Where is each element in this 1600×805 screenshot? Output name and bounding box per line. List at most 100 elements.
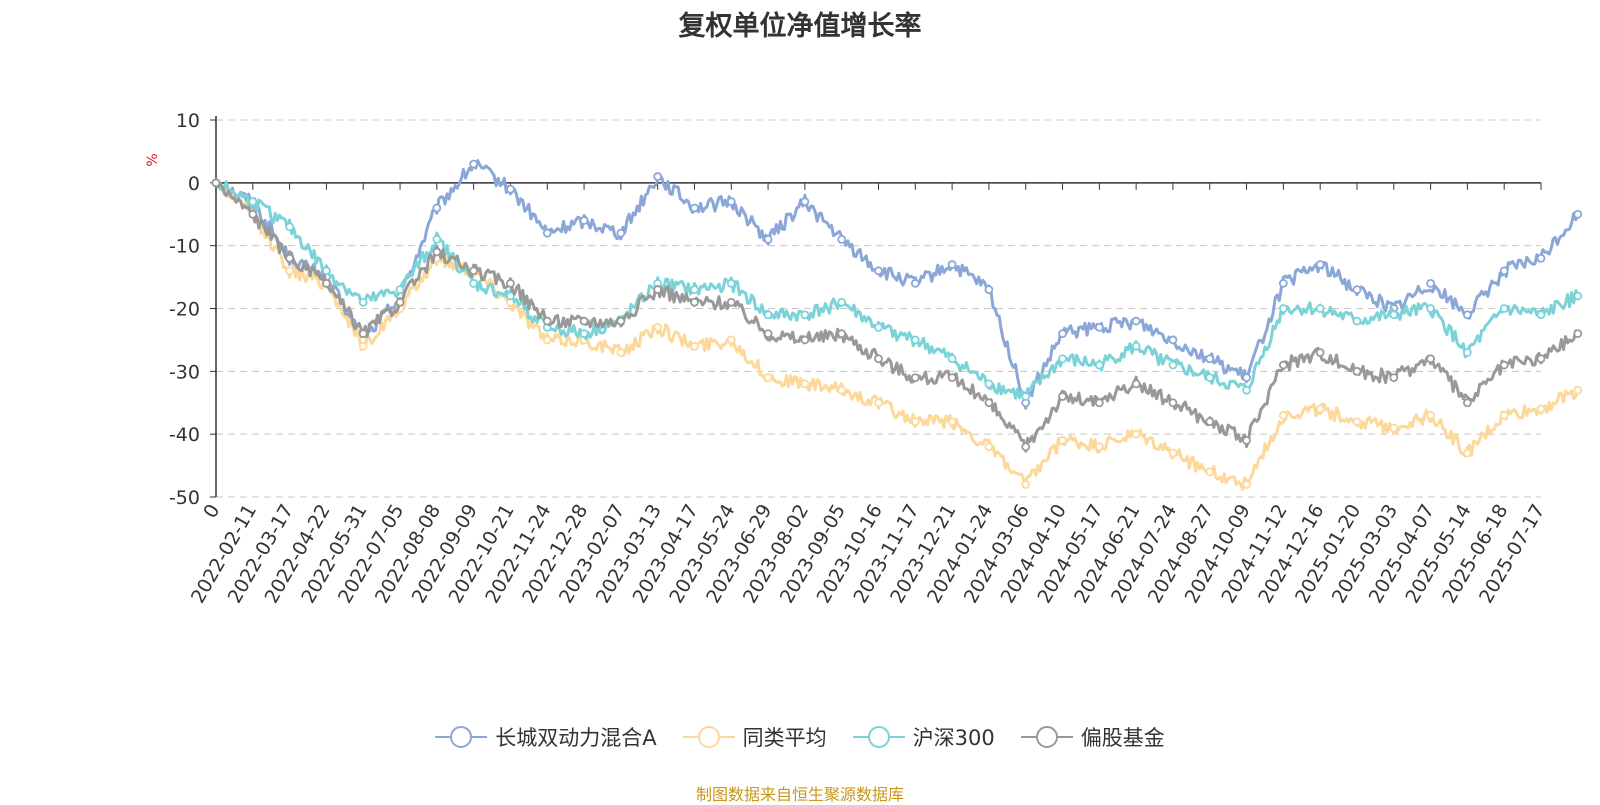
data-point — [1426, 304, 1435, 313]
data-point — [947, 260, 957, 269]
data-point — [1168, 360, 1178, 370]
data-point — [322, 278, 331, 288]
data-point — [469, 266, 479, 276]
series-lines — [211, 159, 1583, 491]
data-point — [616, 348, 626, 357]
legend-item[interactable]: 沪深300 — [852, 722, 995, 752]
data-point — [837, 234, 847, 244]
data-point — [1131, 316, 1141, 326]
data-point — [800, 335, 810, 345]
data-point — [1131, 429, 1141, 439]
data-point — [358, 329, 368, 339]
data-point — [1168, 398, 1178, 408]
data-point — [1205, 417, 1215, 427]
data-point — [1462, 310, 1472, 320]
data-point — [358, 297, 368, 307]
data-point — [947, 417, 957, 427]
data-point — [248, 209, 258, 219]
data-point — [1389, 310, 1399, 320]
data-point — [579, 329, 589, 339]
data-point — [1352, 316, 1362, 326]
legend-item[interactable]: 长城双动力混合A — [435, 722, 657, 752]
data-point — [1536, 253, 1546, 263]
legend-line-circle-icon — [435, 726, 488, 748]
data-point — [395, 297, 405, 307]
data-point — [1352, 417, 1362, 427]
data-point — [1499, 266, 1509, 276]
legend-label: 长城双动力混合A — [495, 726, 657, 750]
data-point — [690, 297, 699, 307]
data-point — [542, 316, 552, 326]
data-point — [1389, 373, 1399, 383]
data-point — [1573, 329, 1583, 339]
data-point — [1573, 385, 1583, 395]
data-point — [1426, 354, 1435, 364]
y-tick-label: -20 — [169, 299, 200, 321]
data-point — [947, 354, 957, 364]
data-point — [616, 316, 626, 326]
data-point — [837, 297, 847, 307]
data-point — [1499, 410, 1509, 420]
data-point — [874, 354, 883, 364]
y-axis-unit-label: % — [145, 153, 161, 166]
data-point — [506, 184, 515, 194]
data-point — [358, 341, 368, 351]
data-point — [910, 335, 920, 345]
data-point — [285, 266, 295, 276]
y-tick-label: -40 — [169, 424, 200, 446]
data-point — [763, 234, 773, 244]
data-point — [1426, 410, 1435, 420]
data-point — [1168, 448, 1178, 458]
data-point — [1536, 404, 1546, 414]
y-tick-label: -10 — [169, 236, 200, 258]
data-point — [726, 197, 736, 207]
data-point — [984, 379, 994, 389]
data-point — [653, 172, 663, 181]
data-point — [1352, 285, 1362, 295]
data-point — [1242, 385, 1251, 395]
data-point — [616, 228, 626, 238]
data-point — [1205, 354, 1215, 364]
legend-line-circle-icon — [1020, 726, 1073, 748]
y-tick-label: -30 — [169, 361, 200, 383]
data-point — [984, 398, 994, 408]
data-point — [1573, 291, 1583, 301]
data-point — [1168, 335, 1178, 345]
axes: 100-10-20-30-40-5002022-02-112022-03-172… — [169, 110, 1549, 607]
legend-label: 同类平均 — [742, 726, 827, 750]
data-point — [1242, 480, 1251, 489]
data-point — [800, 197, 810, 207]
data-point — [1462, 398, 1472, 408]
data-point — [653, 322, 663, 332]
data-point — [1315, 260, 1325, 269]
data-point — [800, 310, 810, 320]
data-point — [1058, 392, 1067, 401]
data-point — [726, 278, 736, 288]
data-point — [910, 373, 920, 383]
data-point — [506, 291, 515, 301]
data-point — [1094, 398, 1104, 408]
data-point — [690, 341, 699, 351]
data-point — [1315, 348, 1325, 357]
data-point — [1094, 360, 1104, 370]
data-point — [469, 278, 479, 288]
data-point — [984, 442, 994, 452]
data-point — [763, 310, 773, 320]
data-point — [690, 285, 699, 295]
data-point — [800, 379, 810, 389]
data-point — [1315, 304, 1325, 313]
data-point — [1499, 304, 1509, 313]
legend-item[interactable]: 同类平均 — [682, 722, 827, 752]
data-point — [1131, 379, 1141, 389]
legend-item[interactable]: 偏股基金 — [1020, 722, 1165, 752]
data-point — [1021, 480, 1031, 489]
data-point — [1242, 436, 1251, 445]
data-point — [1278, 410, 1288, 420]
data-point — [874, 398, 883, 408]
data-point — [1352, 366, 1362, 376]
data-point — [1021, 442, 1031, 452]
data-point — [1462, 348, 1472, 357]
data-point — [726, 335, 736, 345]
data-point — [248, 197, 258, 207]
